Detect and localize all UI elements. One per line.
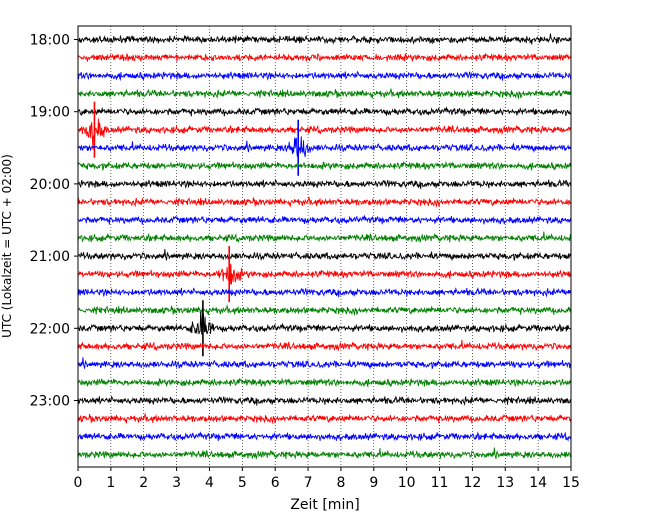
trace-20	[77, 395, 572, 406]
trace-0	[77, 33, 572, 45]
trace-15	[77, 304, 572, 317]
trace-12	[77, 248, 572, 262]
x-tick-label-1: 1	[106, 475, 115, 491]
y-tick-label-1: 19:00	[30, 105, 70, 121]
x-tick-label-11: 11	[431, 475, 449, 491]
x-axis-label: Zeit [min]	[290, 497, 359, 513]
trace-22	[77, 431, 572, 442]
x-tick-label-12: 12	[463, 475, 481, 491]
trace-21	[77, 412, 572, 425]
trace-17	[77, 339, 572, 352]
x-tick-label-4: 4	[205, 475, 214, 491]
trace-2	[77, 70, 572, 82]
x-tick-label-5: 5	[238, 475, 247, 491]
trace-19	[77, 377, 572, 389]
trace-18	[77, 357, 572, 370]
y-tick-label-3: 21:00	[30, 249, 70, 265]
trace-8	[77, 178, 572, 190]
x-axis: 0 1 2 3 4 5 6 7 8 9 10 11 12 13 14 15	[74, 467, 580, 491]
trace-1	[77, 52, 572, 63]
trace-layer	[77, 33, 572, 461]
x-tick-label-15: 15	[562, 475, 580, 491]
trace-10	[77, 214, 572, 225]
trace-7	[77, 160, 572, 172]
x-tick-label-9: 9	[369, 475, 378, 491]
y-axis-label: UTC (Lokalzeit = UTC + 02:00)	[0, 154, 14, 338]
trace-6	[77, 136, 572, 158]
y-tick-label-4: 22:00	[30, 321, 70, 337]
trace-11	[77, 231, 572, 244]
trace-5	[77, 118, 572, 150]
trace-9	[77, 195, 572, 208]
x-tick-label-3: 3	[172, 475, 181, 491]
y-axis: 18:00 19:00 20:00 21:00 22:00 23:00	[30, 33, 78, 410]
x-tick-label-8: 8	[336, 475, 345, 491]
plot-frame	[77, 25, 572, 468]
trace-4	[77, 106, 572, 117]
x-tick-label-14: 14	[529, 475, 547, 491]
trace-14	[77, 287, 572, 298]
trace-3	[77, 87, 572, 100]
x-tick-label-7: 7	[304, 475, 313, 491]
x-tick-label-10: 10	[398, 475, 416, 491]
x-tick-label-6: 6	[271, 475, 280, 491]
trace-16	[77, 310, 572, 335]
y-tick-label-5: 23:00	[30, 394, 70, 410]
x-tick-label-0: 0	[74, 475, 83, 491]
trace-23	[77, 447, 572, 461]
x-tick-label-2: 2	[139, 475, 148, 491]
y-tick-label-0: 18:00	[30, 33, 70, 49]
trace-13	[77, 263, 571, 285]
y-tick-label-2: 20:00	[30, 177, 70, 193]
x-tick-label-13: 13	[496, 475, 514, 491]
